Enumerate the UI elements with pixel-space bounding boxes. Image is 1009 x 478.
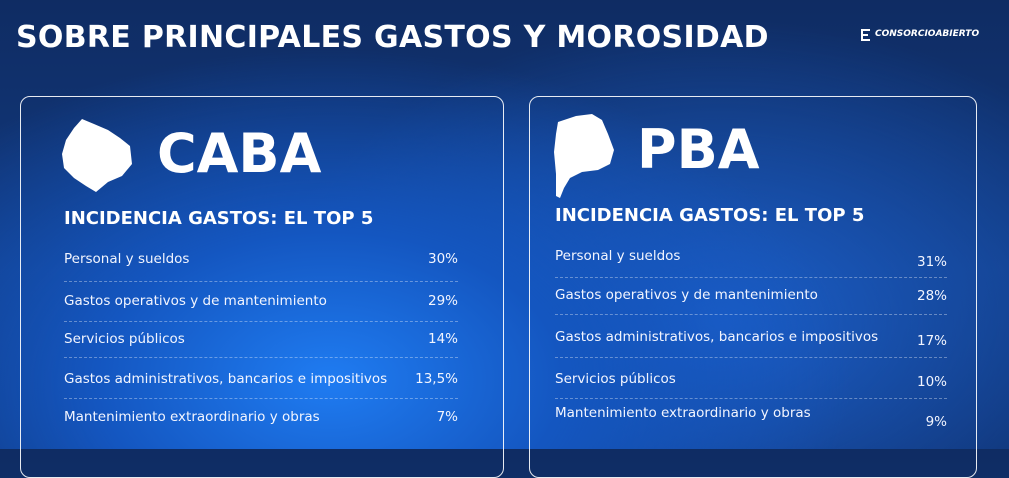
row-label: Gastos administrativos, bancarios e impo… [64,371,388,387]
title: SOBRE PRINCIPALES GASTOS Y MOROSIDAD [16,20,769,55]
row-value: 17% [916,333,947,349]
panel-subtitle: INCIDENCIA GASTOS: EL TOP 5 [555,205,865,226]
row-separator [555,277,947,278]
row-label: Gastos administrativos, bancarios e impo… [555,329,879,345]
region-name: CABA [157,122,322,185]
row-value: 7% [436,409,458,425]
panel-subtitle: INCIDENCIA GASTOS: EL TOP 5 [64,208,374,229]
row-separator [64,321,458,322]
row-label: Mantenimiento extraordinario y obras [64,409,320,425]
map-pba [554,114,614,198]
row-separator [64,398,458,399]
row-label: Personal y sueldos [64,251,190,267]
row-value: 30% [427,251,458,267]
row-separator [64,281,458,282]
row-label: Gastos operativos y de mantenimiento [64,293,327,309]
row-value: 29% [427,293,458,309]
row-label: Gastos operativos y de mantenimiento [555,287,818,303]
row-separator [555,357,947,358]
logo: CONSORCIOABIERTO [875,29,980,39]
logo-icon [861,29,870,41]
row-separator [64,357,458,358]
map-caba [62,119,132,192]
row-value: 13,5% [415,371,458,387]
row-separator [555,398,947,399]
row-value: 14% [427,331,458,347]
row-value: 9% [925,414,947,430]
row-separator [555,314,947,315]
region-name: PBA [637,118,760,181]
row-label: Servicios públicos [64,331,185,347]
row-value: 10% [916,374,947,390]
row-label: Servicios públicos [555,371,676,387]
row-label: Mantenimiento extraordinario y obras [555,405,811,421]
row-value: 31% [916,254,947,270]
row-label: Personal y sueldos [555,248,681,264]
row-value: 28% [916,288,947,304]
